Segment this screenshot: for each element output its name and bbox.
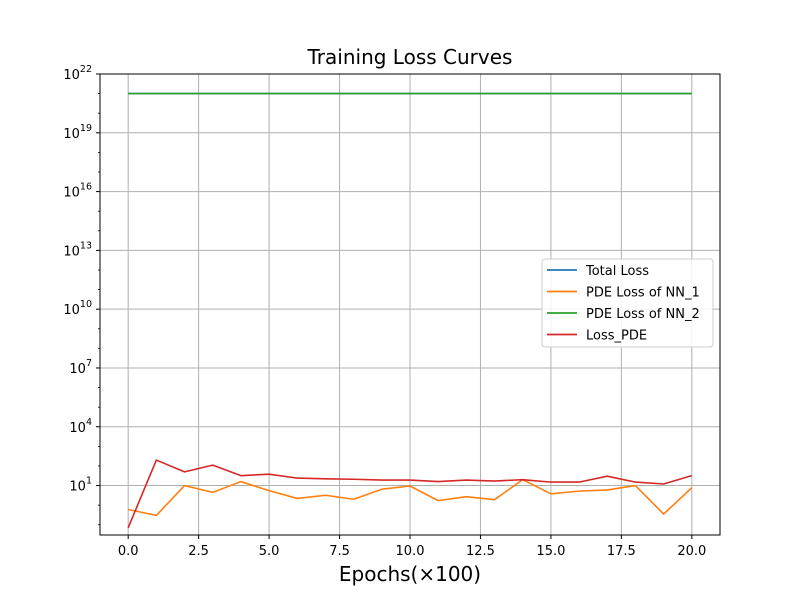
y-tick-label: 1010 bbox=[63, 299, 92, 318]
legend-label: PDE Loss of NN_2 bbox=[586, 307, 700, 322]
y-tick-label: 1022 bbox=[63, 64, 92, 83]
legend-box bbox=[541, 258, 714, 348]
x-tick-label: 5.0 bbox=[259, 544, 280, 559]
x-tick-label: 15.0 bbox=[536, 544, 565, 559]
legend-label: PDE Loss of NN_1 bbox=[586, 286, 700, 301]
x-tick-label: 20.0 bbox=[677, 544, 706, 559]
x-tick-label: 2.5 bbox=[188, 544, 209, 559]
y-tick-label: 1013 bbox=[63, 240, 92, 259]
x-axis-ticks: 0.0 2.5 5.0 7.5 10.0 12.5 15.0 17.5 20.0 bbox=[118, 535, 706, 559]
y-tick-label: 101 bbox=[69, 476, 92, 495]
x-tick-label: 7.5 bbox=[329, 544, 350, 559]
legend-label: Total Loss bbox=[585, 264, 649, 279]
x-tick-label: 0.0 bbox=[118, 544, 139, 559]
x-axis-label: Epochs(×100) bbox=[339, 562, 481, 586]
y-tick-label: 1019 bbox=[63, 123, 92, 142]
y-axis-ticks: 101 104 107 1010 1013 1016 1019 1022 bbox=[63, 64, 100, 526]
x-tick-label: 10.0 bbox=[396, 544, 425, 559]
x-tick-label: 12.5 bbox=[466, 544, 495, 559]
legend: Total Loss PDE Loss of NN_1 PDE Loss of NN… bbox=[541, 258, 714, 348]
x-tick-label: 17.5 bbox=[607, 544, 636, 559]
series-line-3 bbox=[127, 459, 693, 529]
series-lines bbox=[127, 92, 693, 529]
y-tick-label: 107 bbox=[69, 358, 92, 377]
y-tick-label: 104 bbox=[69, 417, 92, 436]
y-tick-label: 1016 bbox=[63, 182, 92, 201]
series-line-1 bbox=[128, 478, 693, 517]
chart-title: Training Loss Curves bbox=[307, 45, 513, 69]
legend-label: Loss_PDE bbox=[586, 329, 647, 344]
